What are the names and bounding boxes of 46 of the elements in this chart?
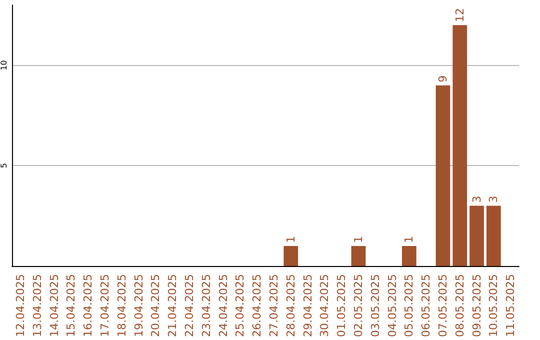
bar [402,246,416,266]
data-label: 1 [284,236,298,243]
x-tick-label: 08.05.2025 [453,274,466,338]
x-tick-label: 12.04.2025 [14,274,27,338]
x-tick-label: 10.05.2025 [487,274,500,338]
data-label: 3 [487,196,500,203]
bar [452,25,468,266]
x-tick-label: 17.04.2025 [98,274,112,338]
x-tick-label: 16.04.2025 [82,274,95,338]
x-tick-label: 11.05.2025 [504,274,518,338]
x-tick-label: 21.04.2025 [166,274,180,338]
bar [470,206,484,266]
x-tick-label: 27.04.2025 [267,274,280,338]
data-label: 9 [436,75,450,82]
x-tick-label: 26.04.2025 [250,274,264,338]
bar [351,246,366,266]
x-tick-label: 23.04.2025 [200,274,213,338]
x-tick-label: 25.04.2025 [234,274,247,338]
y-tick-label: 5 [0,163,8,168]
x-tick-label: 01.05.2025 [335,274,348,338]
bar [284,246,298,266]
x-tick-label: 06.05.2025 [420,274,433,338]
x-tick-label: 02.05.2025 [352,274,365,338]
x-tick-label: 20.04.2025 [149,274,162,338]
data-label: 1 [402,236,416,243]
x-tick-label: 13.04.2025 [30,274,44,338]
x-tick-label: 19.04.2025 [132,274,146,338]
x-tick-label: 03.05.2025 [368,274,382,338]
x-tick-label: 04.05.2025 [386,274,399,338]
x-tick-label: 18.04.2025 [115,274,128,338]
bar [436,85,450,266]
x-tick-label: 09.05.2025 [470,274,484,338]
x-tick-label: 07.05.2025 [436,274,450,338]
x-tick-label: 30.04.2025 [318,274,332,338]
data-label: 12 [453,8,466,22]
data-label: 3 [470,196,484,203]
x-tick-label: 28.04.2025 [284,274,298,338]
x-tick-label: 24.04.2025 [216,274,230,338]
data-label: 1 [352,236,365,243]
x-tick-label: 05.05.2025 [402,274,416,338]
x-tick-label: 29.04.2025 [301,274,314,338]
y-tick-label: 10 [0,60,8,70]
bar [486,206,501,266]
x-tick-label: 22.04.2025 [182,274,196,338]
x-tick-label: 15.04.2025 [64,274,78,338]
x-tick-label: 14.04.2025 [48,274,61,338]
